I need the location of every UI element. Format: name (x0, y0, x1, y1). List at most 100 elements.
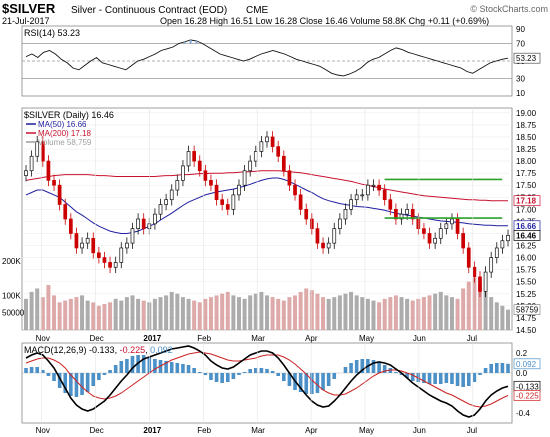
macd-histogram-bar (91, 373, 96, 386)
month-label: Jul (467, 426, 477, 435)
macd-histogram-bar (410, 373, 415, 381)
macd-histogram-bar (478, 373, 482, 375)
candle-body (113, 262, 118, 268)
volume-bar (427, 295, 432, 330)
macd-histogram-bar (315, 373, 320, 393)
candle-body (141, 218, 146, 230)
volume-bar (438, 291, 443, 330)
candle-body (186, 151, 191, 167)
macd-histogram-bar (282, 373, 286, 381)
macd-label: MACD(12,26,9) -0.133, -0.225, 0.092 (24, 345, 173, 355)
macd-histogram-bar (237, 373, 241, 375)
volume-bar (24, 298, 28, 330)
symbol: $SILVER (2, 1, 56, 16)
candle-body (29, 155, 34, 172)
candle-body (181, 165, 185, 181)
candle-body (360, 194, 365, 197)
candle-body (455, 218, 460, 234)
candle-body (315, 228, 320, 244)
volume-bar (225, 291, 230, 330)
rsi-tick-label: 90 (516, 25, 525, 34)
candle-body (270, 136, 275, 147)
volume-bar (259, 291, 264, 330)
macd-value-tag: 0.092 (516, 360, 537, 369)
macd-histogram-bar (125, 359, 129, 373)
volume-bar (180, 297, 185, 330)
candle-body (309, 218, 314, 230)
macd-histogram-bar (80, 373, 84, 395)
volume-bar (410, 300, 415, 330)
macd-histogram-bar (276, 373, 281, 376)
volume-bar (393, 295, 398, 330)
month-label: 2017 (143, 426, 161, 435)
rsi-tick-label: 70 (516, 40, 525, 49)
candle-body (175, 180, 180, 191)
candle-body (343, 208, 348, 220)
macd-histogram-bar (472, 373, 477, 382)
macd-histogram-bar (74, 373, 79, 397)
month-label: Mar (251, 334, 265, 343)
volume-bar (52, 295, 57, 330)
macd-histogram-bar (265, 369, 269, 373)
month-label: Jun (413, 334, 426, 343)
candle-body (214, 184, 219, 201)
macd-histogram-bar (248, 369, 252, 373)
macd-histogram-bar (57, 373, 62, 388)
macd-histogram-bar (343, 367, 348, 373)
candle-body (388, 199, 393, 210)
candle-body (220, 199, 225, 205)
month-label: Jun (413, 426, 426, 435)
macd-histogram-bar (360, 359, 365, 373)
candle-body (91, 237, 96, 254)
volume-bar (35, 288, 40, 330)
volume-bar (421, 297, 426, 330)
candle-body (52, 180, 56, 186)
candle-body (287, 170, 292, 186)
candle-body (472, 266, 477, 278)
macd-histogram-bar (326, 373, 331, 386)
volume-bar (444, 295, 449, 330)
macd-histogram-bar (253, 368, 258, 373)
volume-value-tag: 58759 (516, 306, 539, 315)
candle-body (203, 170, 208, 181)
macd-histogram-bar (231, 373, 236, 379)
volume-bar (489, 297, 494, 330)
macd-histogram-bar (209, 373, 213, 380)
macd-histogram-bar (433, 373, 437, 384)
volume-bar (253, 293, 258, 330)
volume-bar (40, 297, 45, 330)
candle-body (466, 247, 471, 268)
volume-bar (321, 297, 326, 330)
candle-body (125, 242, 129, 249)
price-tick-label: 15.75 (516, 266, 537, 275)
candle-body (85, 237, 90, 244)
candle-body (371, 184, 376, 187)
volume-bar (399, 297, 404, 330)
candle-body (265, 136, 269, 143)
candle-body (489, 257, 494, 273)
candle-body (130, 228, 135, 244)
volume-bar (236, 297, 241, 330)
price-tick-label: 17.50 (516, 181, 537, 190)
candle-body (349, 199, 353, 210)
price-value-box (513, 195, 541, 207)
candle-body (399, 213, 404, 220)
macd-histogram-bar (354, 360, 359, 373)
macd-histogram-bar (35, 367, 40, 373)
candle-body (35, 141, 40, 157)
macd-histogram-bar (287, 373, 292, 386)
volume-bar (416, 298, 421, 330)
month-label: May (359, 334, 374, 343)
macd-histogram-bar (164, 361, 168, 373)
volume-bar (281, 300, 286, 330)
volume-bar (141, 300, 146, 330)
macd-histogram-bar (304, 373, 309, 394)
volume-bar (220, 293, 225, 330)
macd-histogram-bar (466, 373, 471, 386)
rsi-tick-label: 10 (516, 89, 525, 98)
candle-body (377, 184, 381, 191)
month-label: Mar (251, 426, 265, 435)
macd-histogram-bar (450, 373, 454, 384)
legend-item: MA(50) 16.66 (38, 120, 87, 129)
candle-body (253, 151, 258, 162)
